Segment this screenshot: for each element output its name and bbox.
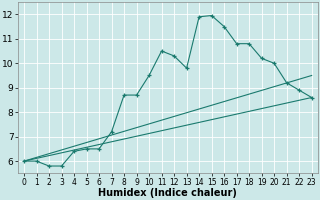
X-axis label: Humidex (Indice chaleur): Humidex (Indice chaleur) <box>98 188 237 198</box>
